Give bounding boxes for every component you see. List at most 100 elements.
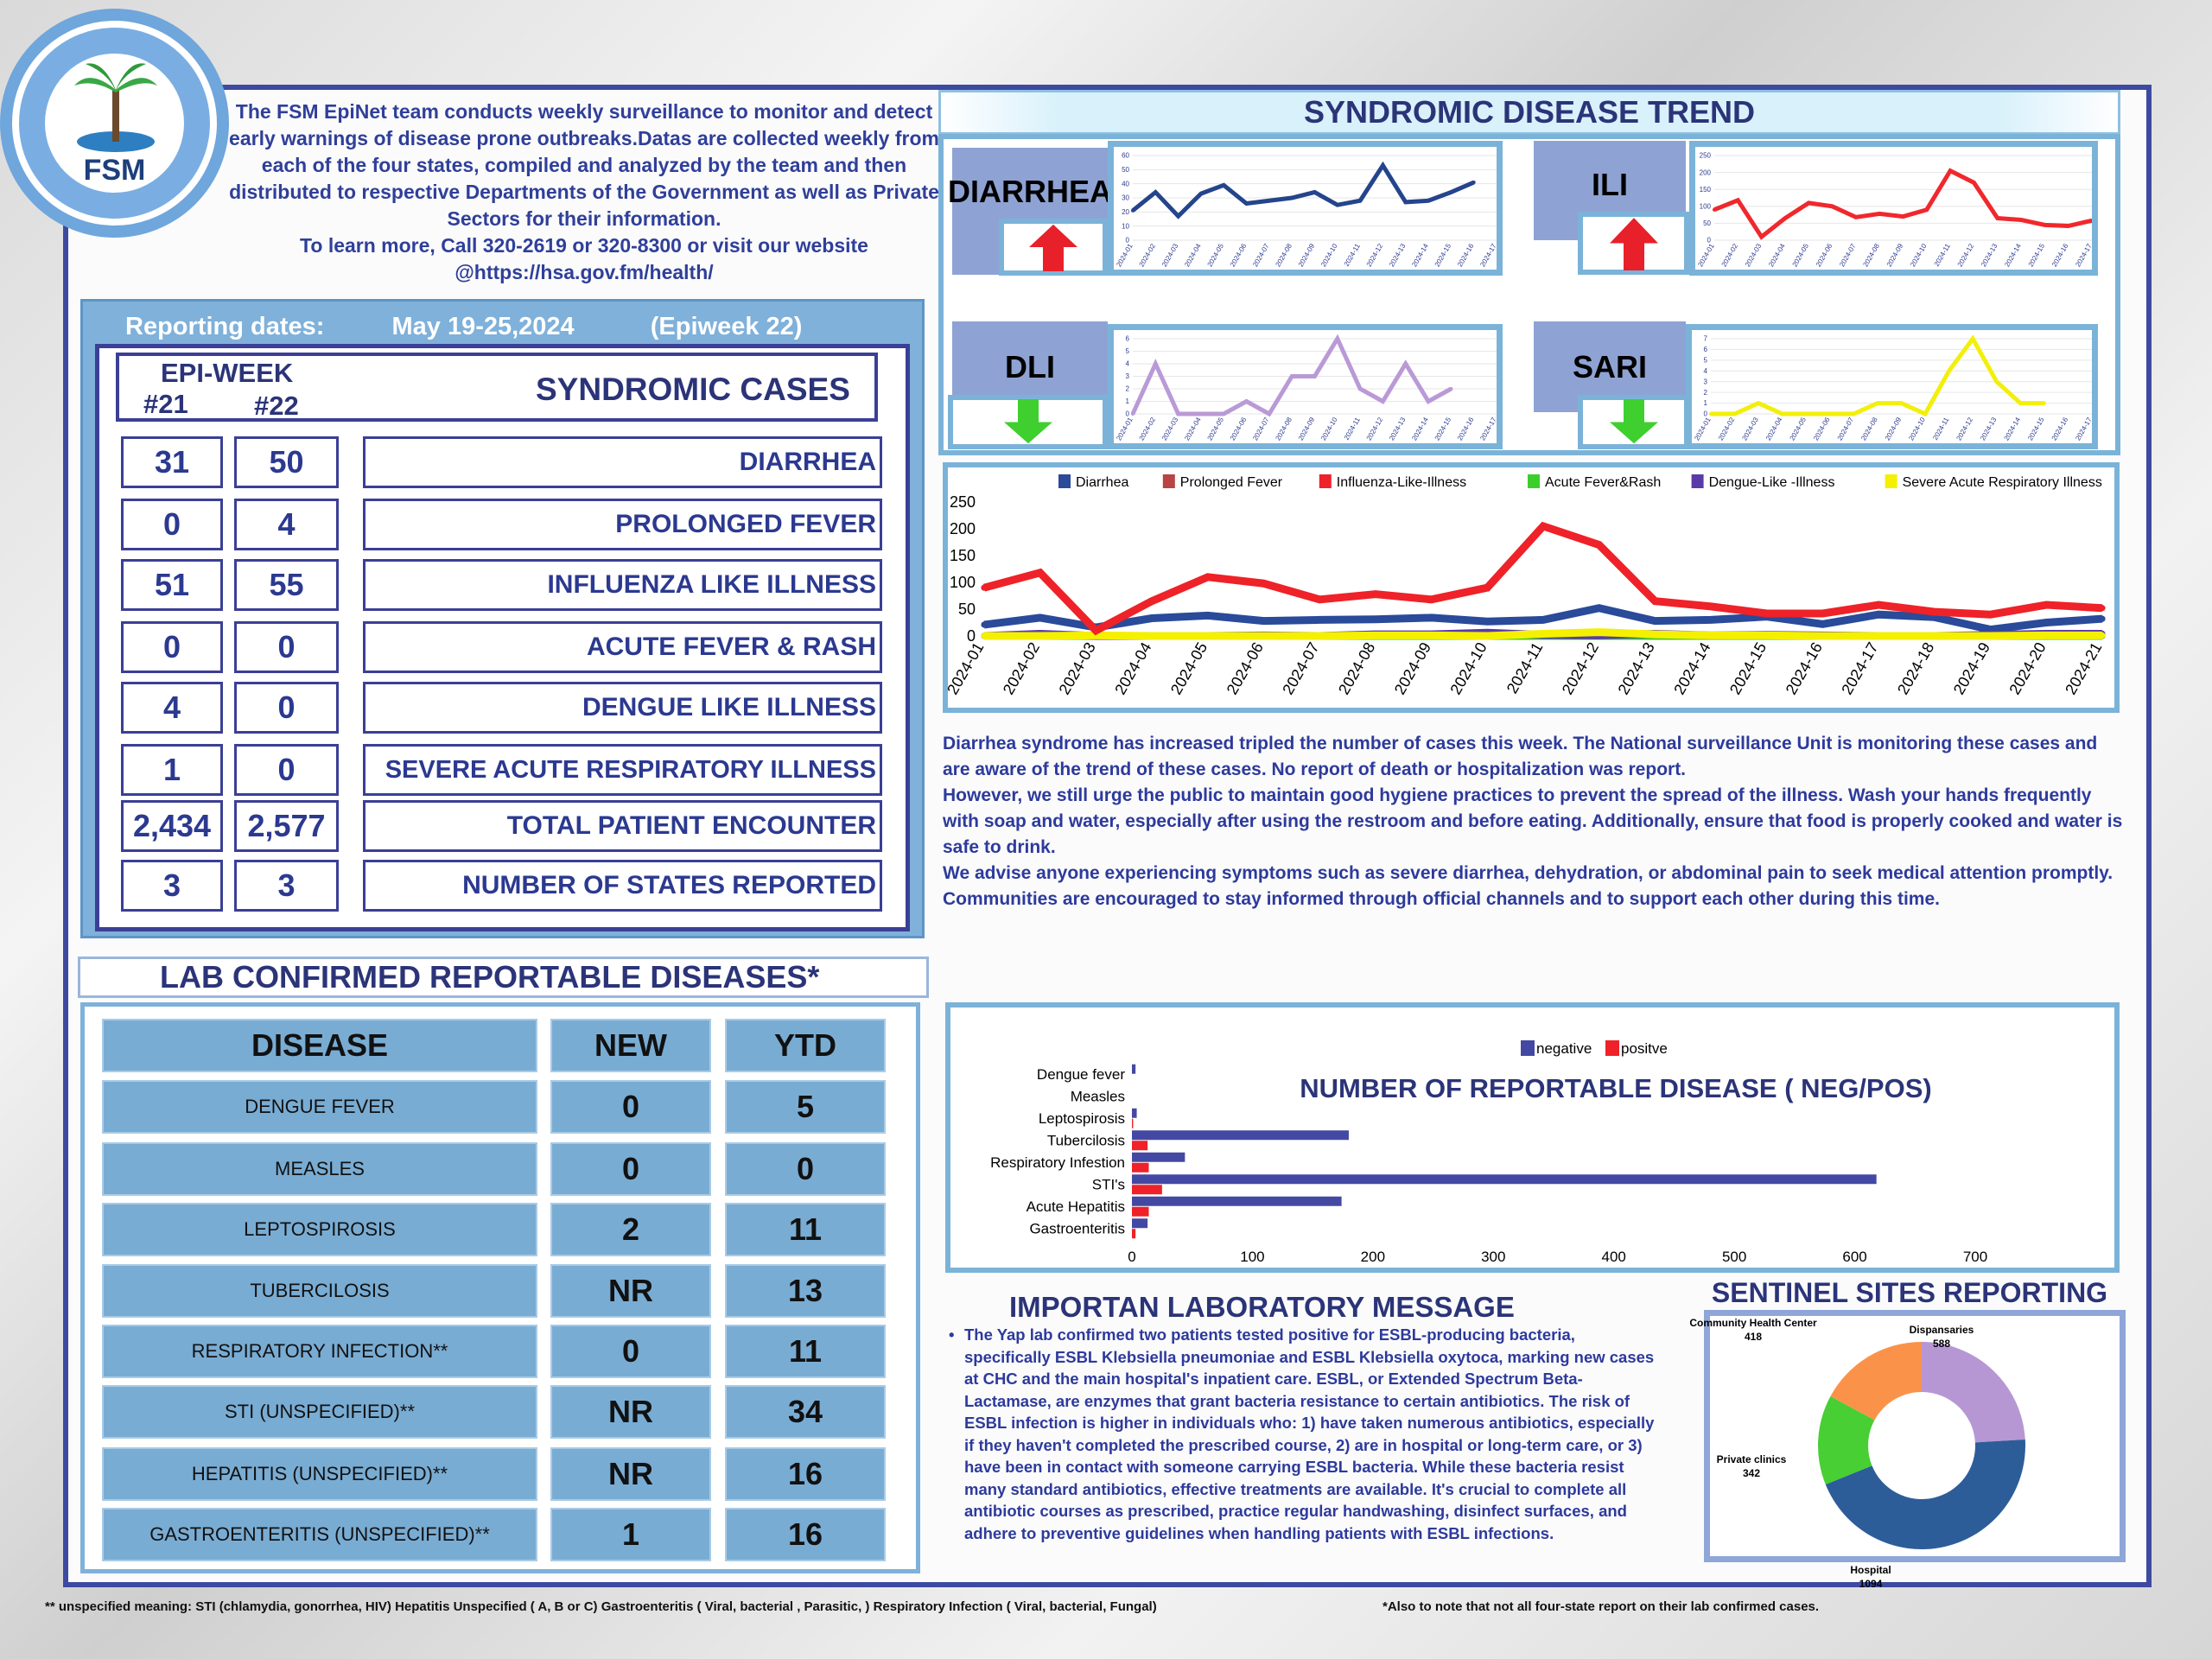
x-tick-label: 2024-07: [1836, 416, 1856, 442]
column-header-ytd: YTD: [725, 1019, 886, 1072]
slice-label: Private clinics: [1717, 1453, 1787, 1465]
data-point: [1176, 412, 1180, 416]
week-22-header: #22: [254, 391, 299, 421]
x-tick-label: 2024-16: [2050, 416, 2070, 442]
data-point: [1148, 632, 1155, 639]
website-link[interactable]: @https://hsa.gov.fm/health/: [454, 261, 714, 283]
lab-confirmed-title: LAB CONFIRMED REPORTABLE DISEASES*: [78, 957, 929, 998]
data-point: [1403, 200, 1408, 204]
x-tick-label: 2024-07: [1279, 639, 1322, 697]
y-tick-label: 6: [1704, 346, 1708, 353]
x-tick-label: 2024-15: [1726, 639, 1770, 697]
x-tick-label: 2024-08: [1859, 416, 1879, 442]
x-tick-label: 2024-19: [1950, 639, 1993, 697]
data-point: [1484, 584, 1491, 591]
x-tick-label: 2024-02: [1720, 242, 1740, 268]
x-tick-label: 700: [1963, 1249, 1987, 1265]
data-point: [2043, 619, 2050, 626]
slice-value: 588: [1933, 1338, 1950, 1350]
data-point: [1875, 611, 1882, 618]
x-tick-label: 2024-20: [2005, 639, 2049, 697]
data-point: [981, 621, 988, 628]
week-21-value: 0: [121, 499, 223, 550]
x-tick-label: 2024-14: [2003, 242, 2023, 268]
data-point: [1736, 198, 1740, 202]
bar-negative: [1132, 1196, 1342, 1206]
new-count: 1: [550, 1508, 711, 1561]
new-count: NR: [550, 1264, 711, 1318]
legend-item: Prolonged Fever: [1162, 474, 1283, 490]
x-tick-label: 2024-09: [1885, 242, 1905, 268]
y-tick-label: 0: [1126, 410, 1130, 418]
data-point: [1428, 614, 1435, 621]
y-tick-label: 100: [1700, 202, 1712, 210]
data-point: [1205, 632, 1211, 639]
data-point: [1244, 399, 1249, 404]
category-label: Gastroenteritis: [1029, 1220, 1125, 1236]
y-tick-label: 10: [1122, 222, 1129, 230]
y-tick-label: 100: [950, 574, 976, 591]
data-point: [1819, 610, 1827, 617]
x-tick-label: 2024-02: [1000, 639, 1043, 697]
narrative: Diarrhea syndrome has increased tripled …: [943, 731, 2126, 912]
legend-item: Diarrhea: [1058, 474, 1128, 490]
data-point: [1540, 523, 1547, 530]
x-tick-label: 2024-06: [1815, 242, 1834, 268]
intro-line: distributed to respective Departments of…: [229, 181, 939, 203]
x-tick-label: 2024-13: [1388, 242, 1408, 268]
data-point: [1707, 632, 1714, 639]
syndrome-label: INFLUENZA LIKE ILLNESS: [363, 559, 882, 611]
data-point: [1427, 399, 1431, 404]
donut-slice: [1825, 1440, 2025, 1549]
x-tick-label: 2024-01: [1696, 242, 1716, 268]
data-point: [2066, 224, 2070, 228]
footnote-lab-reporting: *Also to note that not all four-state re…: [1382, 1599, 1820, 1614]
legend-swatch: [1058, 474, 1071, 488]
y-tick-label: 40: [1122, 180, 1129, 188]
week-21-value: 51: [121, 559, 223, 611]
x-tick-label: 2024-17: [1838, 639, 1881, 697]
slice-label: Community Health Center: [1689, 1317, 1817, 1329]
data-point: [1830, 204, 1834, 208]
data-point: [1244, 201, 1249, 206]
data-point: [1852, 412, 1856, 416]
bar-negative: [1132, 1218, 1148, 1229]
week-22-value: 55: [234, 559, 339, 611]
y-tick-label: 0: [1707, 237, 1712, 245]
x-tick-label: 2024-01: [1693, 416, 1713, 442]
intro-contact: To learn more, Call 320-2619 or 320-8300…: [300, 234, 868, 257]
x-tick-label: 2024-08: [1274, 416, 1294, 442]
x-tick-label: 2024-12: [1956, 242, 1976, 268]
data-point: [1757, 401, 1761, 405]
data-point: [1037, 569, 1044, 576]
data-point: [1713, 207, 1716, 212]
data-point: [1154, 362, 1158, 365]
bar-positve: [1132, 1185, 1162, 1195]
new-count: 0: [550, 1142, 711, 1196]
category-label: Leptospirosis: [1039, 1110, 1125, 1127]
reporting-header: Reporting dates: May 19-25,2024 (Epiweek…: [125, 313, 802, 341]
data-point: [1484, 618, 1491, 625]
x-tick-label: 2024-01: [944, 639, 987, 697]
arrow-down-icon: [1003, 399, 1052, 444]
y-tick-label: 60: [1122, 152, 1129, 160]
syndromic-table-header: EPI-WEEK #21 #22 SYNDROMIC CASES: [116, 353, 878, 422]
data-point: [1313, 374, 1317, 378]
x-tick-label: 400: [1602, 1249, 1626, 1265]
data-point: [1260, 632, 1268, 639]
x-tick-label: 2024-09: [1297, 242, 1317, 268]
data-point: [1707, 603, 1714, 610]
data-point: [1923, 412, 1928, 416]
data-point: [1267, 199, 1271, 203]
ytd-count: 16: [725, 1508, 886, 1561]
x-tick-label: 2024-16: [1456, 416, 1476, 442]
syndrome-label: SEVERE ACUTE RESPIRATORY ILLNESS: [363, 744, 882, 796]
data-point: [1290, 374, 1294, 378]
week-22-value: 4: [234, 499, 339, 550]
legend-label: Influenza-Like-Illness: [1337, 475, 1466, 490]
data-point: [2090, 219, 2092, 223]
y-tick-label: 4: [1126, 360, 1130, 368]
syndromic-cases-header: SYNDROMIC CASES: [536, 372, 850, 407]
series-line-values: [1713, 168, 2092, 240]
data-point: [1335, 337, 1339, 340]
